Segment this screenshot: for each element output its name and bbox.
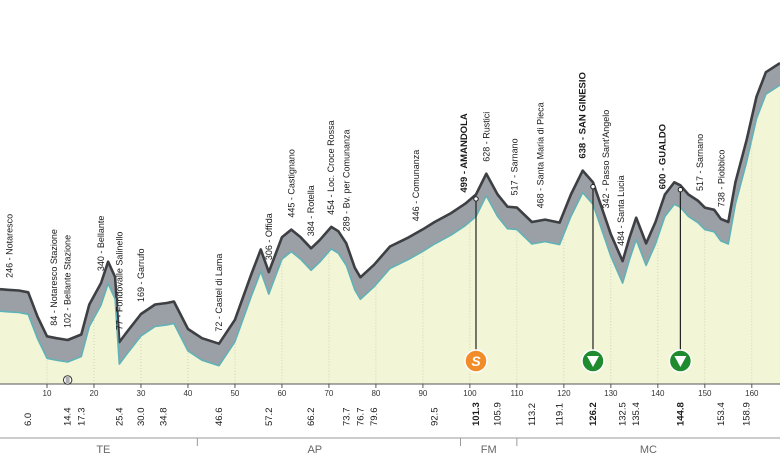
x-tick-label: 160: [745, 389, 759, 398]
distance-label: 113.2: [527, 403, 538, 426]
distance-label: 73.7: [341, 408, 352, 427]
distance-label: 135.4: [631, 402, 642, 426]
waypoint-label: 517 - Sarnano: [510, 138, 520, 195]
waypoint-label: 342 - Passo Sant'Angelo: [601, 110, 611, 209]
marker-dot: [677, 187, 684, 193]
waypoint-label: 384 - Rotella: [306, 185, 316, 236]
province-label: MC: [640, 444, 657, 456]
distance-label: 76.7: [355, 408, 366, 427]
marker-layer: S: [464, 183, 693, 373]
distance-label: 6.0: [23, 413, 34, 426]
marker-dot: [473, 196, 479, 202]
sprint-icon: [464, 349, 488, 373]
distance-label: 30.0: [136, 408, 147, 427]
waypoint-label: 446 - Comunanza: [411, 150, 421, 222]
waypoint-label: 738 - Piobbico: [716, 150, 726, 208]
waypoint-label: 77 - Fondovalle Salinello: [114, 232, 124, 331]
distance-label: 126.2: [588, 402, 599, 426]
waypoint-label: 445 - Castignano: [286, 149, 296, 218]
x-tick-label: 10: [43, 389, 52, 398]
sprint-icon-letter: S: [471, 353, 481, 369]
waypoint-label: 454 - Loc. Croce Rossa: [326, 120, 336, 215]
x-tick-label: 70: [324, 389, 333, 398]
distance-label: 79.6: [369, 408, 380, 427]
marker-dot: [590, 183, 596, 190]
x-tick-label: 30: [137, 389, 146, 398]
distance-label: 132.5: [618, 402, 629, 426]
distance-label: 66.2: [306, 408, 317, 427]
x-tick-label: 80: [371, 389, 380, 398]
waypoint-label: 246 - Notaresco: [4, 214, 14, 278]
waypoint-label: 84 - Notaresco Stazione: [49, 229, 59, 326]
distance-label: 57.2: [264, 408, 275, 427]
waypoint-label: 289 - Bv. per Comunanza: [341, 130, 351, 232]
province-label: AP: [307, 444, 322, 456]
distance-label: 46.6: [214, 408, 225, 427]
waypoint-label: 72 - Castel di Lama: [214, 254, 224, 332]
waypoint-label-layer: 246 - Notaresco 84 - Notaresco Stazione 10…: [4, 72, 726, 332]
distance-label-layer: 6.0 14.4 17.3 25.4 30.0 34.8 46.6 57.2 66.2 73.7 7…: [23, 402, 752, 426]
x-tick-label: 130: [604, 389, 618, 398]
waypoint-label: 484 - Santa Lucia: [616, 175, 626, 246]
x-tick-label: 100: [463, 389, 477, 398]
x-tick-label: 90: [418, 389, 427, 398]
waypoint-label: 468 - Santa Maria di Pieca: [535, 102, 545, 208]
distance-label: 158.9: [742, 402, 753, 426]
x-tick-label: 120: [557, 389, 571, 398]
waypoint-label: 102 - Bellante Stazione: [63, 235, 73, 328]
distance-label: 25.4: [114, 408, 125, 427]
profile-ridge-line: [0, 62, 780, 345]
waypoint-label: 306 - Offida: [264, 213, 274, 260]
waypoint-label: 517 - Sarnano: [695, 134, 705, 191]
distance-label: 17.3: [76, 408, 87, 427]
x-tick-label: 110: [510, 389, 523, 398]
waypoint-label: 340 - Bellante: [96, 216, 106, 272]
x-tick-label: 60: [277, 389, 286, 398]
distance-label: 101.3: [471, 402, 482, 426]
waypoint-label: 638 - SAN GINESIO: [578, 72, 589, 159]
feed-zone-triangle: [586, 356, 599, 367]
axis-layer: 10 20 30 40 50 60 70 80 90 100 110 120 130 140 150 160: [0, 375, 780, 398]
km-gridlines: [46, 141, 753, 384]
x-tick-label: 50: [230, 389, 239, 398]
distance-label: 153.4: [716, 402, 727, 426]
waypoint-label: 628 - Rustici: [481, 112, 491, 162]
waypoint-label: 169 - Garrufo: [136, 248, 146, 302]
waypoint-label: 499 - AMANDOLA: [459, 113, 470, 192]
distance-label: 105.9: [493, 402, 504, 426]
feed-zone-triangle: [674, 356, 687, 367]
distance-label: 34.8: [159, 408, 170, 427]
distance-label: 144.8: [675, 402, 686, 426]
profile-fill: [0, 85, 780, 384]
province-layer: TE AP FM MC: [0, 437, 780, 456]
waypoint-label: 600 - GUALDO: [658, 124, 669, 189]
distance-label: 14.4: [63, 408, 74, 427]
x-tick-label: 40: [183, 389, 192, 398]
x-tick-label: 20: [90, 389, 99, 398]
distance-label: 92.5: [430, 408, 441, 427]
province-label: FM: [481, 444, 497, 456]
profile-valley-line: [0, 84, 780, 367]
x-tick-label: 140: [651, 389, 665, 398]
profile-area-layer: [0, 62, 780, 384]
distance-label: 119.1: [555, 403, 566, 426]
x-tick-label: 150: [698, 389, 712, 398]
province-label: TE: [96, 444, 110, 456]
